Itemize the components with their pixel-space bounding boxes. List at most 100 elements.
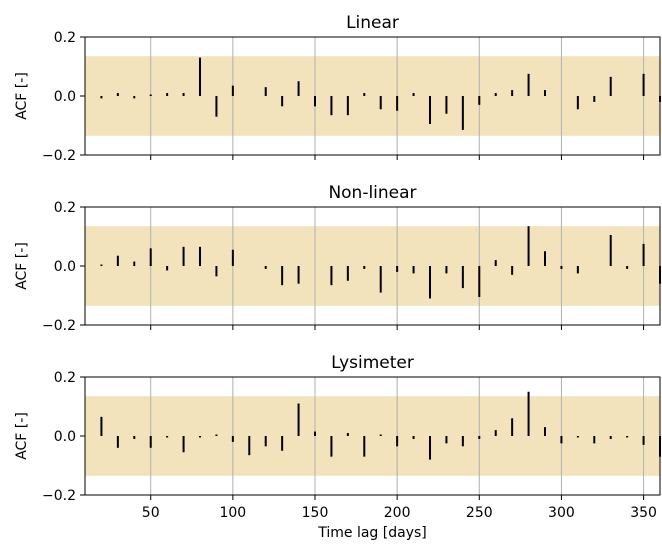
acf-bar-lag-290 bbox=[544, 427, 546, 436]
acf-bar-lag-240 bbox=[461, 436, 464, 447]
acf-bar-lag-140 bbox=[297, 81, 300, 96]
acf-bar-lag-220 bbox=[429, 266, 431, 299]
acf-bar-lag-270 bbox=[511, 418, 514, 436]
acf-bar-lag-180 bbox=[363, 93, 366, 96]
acf-bar-lag-60 bbox=[166, 266, 169, 271]
acf-bar-lag-70 bbox=[182, 436, 185, 453]
y-tick-label: 0.0 bbox=[54, 429, 76, 445]
acf-bar-lag-270 bbox=[511, 266, 514, 275]
acf-bar-lag-100 bbox=[231, 249, 234, 266]
acf-bar-lag-150 bbox=[314, 96, 316, 107]
panel-title: Non-linear bbox=[328, 183, 416, 203]
acf-bar-lag-40 bbox=[133, 436, 136, 439]
acf-bar-lag-20 bbox=[100, 264, 103, 266]
y-tick-label: 0.2 bbox=[54, 200, 76, 216]
acf-bar-lag-350 bbox=[642, 243, 645, 266]
acf-bar-lag-320 bbox=[593, 96, 596, 102]
acf-bar-lag-280 bbox=[527, 226, 530, 266]
acf-bar-lag-290 bbox=[544, 90, 546, 96]
y-tick-label: 0.2 bbox=[54, 370, 76, 386]
y-tick-label: 0.0 bbox=[54, 89, 76, 105]
acf-bar-lag-260 bbox=[494, 260, 497, 266]
confidence-band bbox=[85, 396, 660, 476]
acf-bar-lag-90 bbox=[215, 96, 218, 117]
acf-bar-lag-120 bbox=[264, 87, 267, 96]
acf-bar-lag-350 bbox=[642, 436, 645, 445]
acf-bar-lag-140 bbox=[297, 403, 300, 436]
acf-bar-lag-80 bbox=[199, 57, 201, 96]
acf-bar-lag-120 bbox=[264, 266, 267, 269]
acf-bar-lag-340 bbox=[626, 266, 629, 269]
acf-bar-lag-130 bbox=[281, 96, 284, 107]
acf-bar-lag-100 bbox=[231, 436, 234, 442]
y-tick-label: 0.2 bbox=[54, 30, 76, 46]
acf-bar-lag-190 bbox=[379, 434, 382, 436]
acf-bar-lag-160 bbox=[330, 266, 333, 286]
acf-bar-lag-80 bbox=[199, 246, 201, 266]
acf-bar-lag-50 bbox=[149, 436, 152, 448]
y-tick-label: −0.2 bbox=[42, 318, 76, 334]
acf-bar-lag-20 bbox=[100, 416, 103, 436]
acf-bar-lag-300 bbox=[560, 266, 563, 269]
acf-bar-lag-310 bbox=[576, 436, 579, 438]
acf-bar-lag-350 bbox=[642, 73, 645, 96]
acf-bar-lag-120 bbox=[264, 436, 267, 447]
acf-bar-lag-240 bbox=[461, 96, 464, 130]
acf-bar-lag-270 bbox=[511, 90, 514, 96]
acf-bar-lag-60 bbox=[166, 93, 169, 96]
acf-bar-lag-260 bbox=[494, 93, 497, 96]
acf-bar-lag-210 bbox=[412, 436, 415, 439]
acf-bar-lag-250 bbox=[478, 96, 481, 105]
acf-bar-lag-200 bbox=[396, 266, 399, 272]
y-tick-label: −0.2 bbox=[42, 148, 76, 164]
acf-bar-lag-70 bbox=[182, 93, 185, 96]
panel-title: Lysimeter bbox=[331, 353, 414, 373]
acf-bar-lag-100 bbox=[231, 85, 234, 96]
confidence-band bbox=[85, 226, 660, 306]
acf-bar-lag-130 bbox=[281, 436, 284, 451]
acf-bar-lag-80 bbox=[199, 436, 201, 438]
acf-bar-lag-190 bbox=[379, 266, 382, 293]
acf-bar-lag-310 bbox=[576, 266, 579, 274]
x-tick-label: 300 bbox=[548, 505, 575, 521]
acf-bar-lag-250 bbox=[478, 266, 481, 297]
x-axis-label: Time lag [days] bbox=[317, 525, 427, 541]
acf-bar-lag-130 bbox=[281, 266, 284, 286]
y-axis-label: ACF [-] bbox=[14, 72, 30, 120]
acf-bar-lag-330 bbox=[609, 235, 612, 266]
acf-bar-lag-40 bbox=[133, 96, 136, 99]
acf-bar-lag-280 bbox=[527, 73, 530, 96]
acf-panel-lysimeter: Lysimeter −0.2 0.0 0.2 ACF [-] 50 100 150 200 250… bbox=[14, 353, 661, 541]
acf-bar-lag-190 bbox=[379, 96, 382, 110]
x-tick-label: 50 bbox=[142, 505, 160, 521]
acf-panel-non-linear: Non-linear −0.2 0.0 0.2 ACF [-] bbox=[14, 183, 661, 334]
y-tick-label: −0.2 bbox=[42, 488, 76, 504]
acf-bar-lag-50 bbox=[149, 94, 152, 96]
acf-bar-lag-30 bbox=[116, 436, 119, 448]
acf-bar-lag-210 bbox=[412, 93, 415, 96]
acf-bar-lag-110 bbox=[248, 436, 251, 456]
acf-bar-lag-300 bbox=[560, 436, 563, 444]
acf-bar-lag-220 bbox=[429, 436, 431, 460]
y-axis-label: ACF [-] bbox=[14, 412, 30, 460]
acf-bar-lag-60 bbox=[166, 436, 169, 438]
acf-bar-lag-160 bbox=[330, 96, 333, 116]
acf-bar-lag-200 bbox=[396, 96, 399, 111]
acf-bar-lag-230 bbox=[445, 96, 448, 114]
acf-bar-lag-200 bbox=[396, 436, 399, 447]
acf-bar-lag-90 bbox=[215, 266, 218, 277]
acf-bar-lag-340 bbox=[626, 436, 629, 438]
x-tick-label: 200 bbox=[384, 505, 411, 521]
acf-bar-lag-260 bbox=[494, 430, 497, 436]
acf-bar-lag-310 bbox=[576, 96, 579, 110]
acf-bar-lag-230 bbox=[445, 436, 448, 444]
x-tick-label: 250 bbox=[466, 505, 493, 521]
acf-bar-lag-40 bbox=[133, 261, 136, 266]
acf-bar-lag-70 bbox=[182, 246, 185, 266]
acf-bar-lag-240 bbox=[461, 266, 464, 289]
acf-bar-lag-180 bbox=[363, 436, 366, 457]
acf-bar-lag-30 bbox=[116, 255, 119, 266]
acf-bar-lag-140 bbox=[297, 266, 300, 284]
acf-bar-lag-30 bbox=[116, 93, 119, 96]
